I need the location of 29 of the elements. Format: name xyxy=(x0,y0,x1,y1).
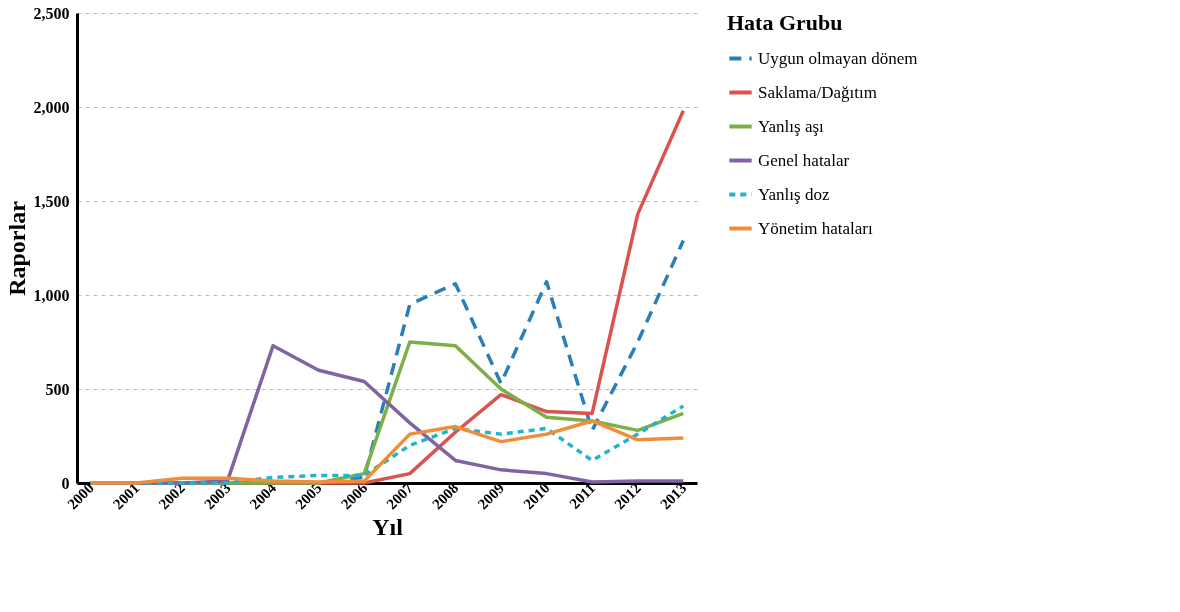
x-tick-label: 2004 xyxy=(246,479,280,513)
legend-label: Yanlış aşı xyxy=(758,116,825,136)
x-tick-label: 2013 xyxy=(656,479,690,513)
x-tick-label: 2010 xyxy=(520,479,553,513)
y-tick-label: 1,000 xyxy=(33,286,70,304)
y-tick-label: 1,500 xyxy=(33,192,70,210)
legend-label: Yanlış doz xyxy=(758,184,830,204)
x-tick-label: 2001 xyxy=(109,479,143,513)
x-tick-label: 2002 xyxy=(155,479,189,513)
x-tick-label: 2005 xyxy=(292,479,325,513)
x-tick-label: 2011 xyxy=(566,479,599,512)
x-tick-label: 2008 xyxy=(429,479,462,513)
legend-label: Uygun olmayan dönem xyxy=(758,48,918,68)
x-tick-label: 2007 xyxy=(383,479,417,513)
line-series xyxy=(88,419,686,485)
legend-label: Genel hatalar xyxy=(758,150,850,170)
y-tick-label: 500 xyxy=(45,380,70,398)
legend-label: Yönetim hataları xyxy=(758,218,873,238)
y-tick-label: 2,500 xyxy=(33,4,70,22)
y-tick-label: 2,000 xyxy=(33,98,70,116)
x-tick-label: 2003 xyxy=(201,479,234,513)
x-tick-label: 2009 xyxy=(474,479,508,513)
y-axis-title: Raporlar xyxy=(3,200,30,296)
x-tick-label: 2012 xyxy=(611,479,644,513)
x-axis-title: Yıl xyxy=(372,514,404,541)
x-tick-label: 2006 xyxy=(337,479,371,513)
legend-label: Saklama/Dağıtım xyxy=(758,82,877,102)
y-tick-label: 0 xyxy=(61,474,70,492)
legend-title: Hata Grubu xyxy=(727,10,843,35)
